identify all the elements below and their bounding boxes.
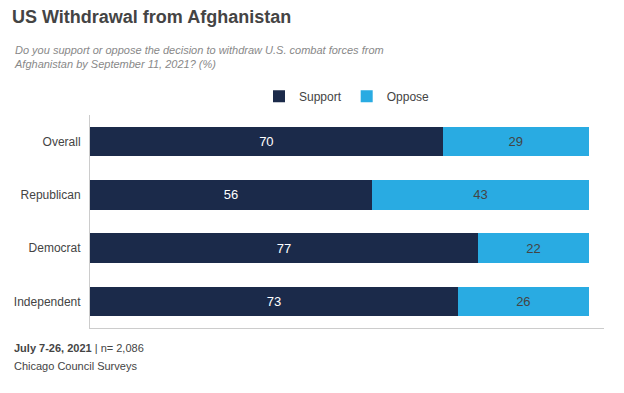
svg-text:US Withdrawal from Afghanistan: US Withdrawal from Afghanistan	[12, 7, 291, 27]
svg-text:22: 22	[526, 241, 540, 256]
svg-text:Independent: Independent	[14, 295, 81, 309]
svg-text:70: 70	[259, 134, 273, 149]
svg-text:Oppose: Oppose	[387, 90, 429, 104]
svg-text:Overall: Overall	[43, 135, 81, 149]
svg-text:77: 77	[277, 241, 291, 256]
svg-text:July 7-26, 2021 | n= 2,086: July 7-26, 2021 | n= 2,086	[14, 342, 144, 354]
svg-text:Chicago Council Surveys: Chicago Council Surveys	[14, 360, 137, 372]
svg-text:Republican: Republican	[21, 188, 81, 202]
svg-text:Democrat: Democrat	[29, 241, 82, 255]
svg-text:43: 43	[473, 187, 487, 202]
svg-text:56: 56	[224, 187, 238, 202]
svg-text:Support: Support	[299, 90, 342, 104]
svg-text:26: 26	[516, 294, 530, 309]
svg-text:29: 29	[509, 134, 523, 149]
svg-text:73: 73	[267, 294, 281, 309]
svg-text:Do you support or oppose the d: Do you support or oppose the decision to…	[14, 44, 384, 70]
